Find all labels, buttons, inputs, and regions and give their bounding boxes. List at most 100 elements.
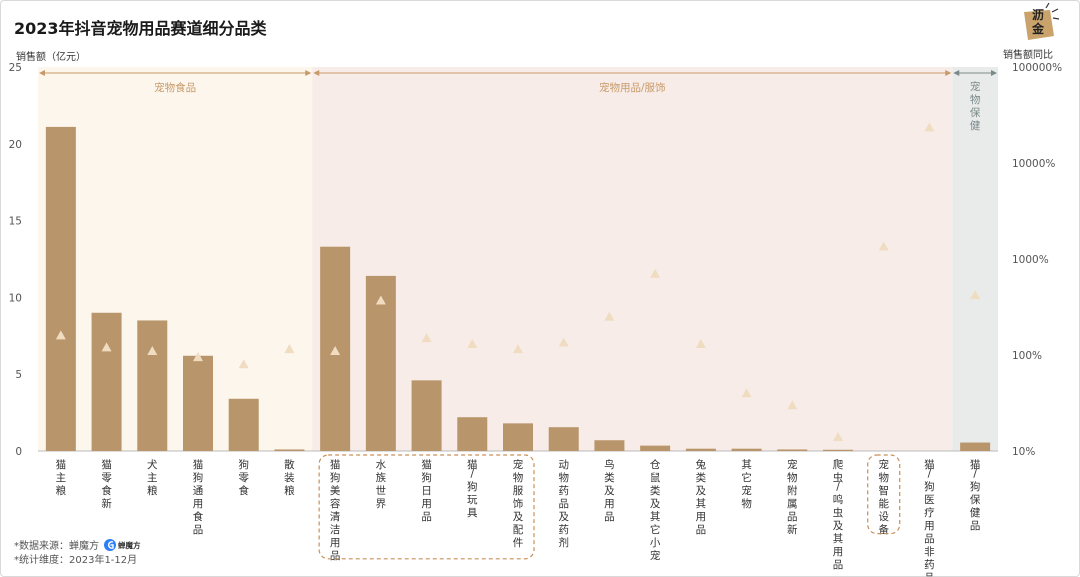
category-label: 其它宠物	[741, 459, 752, 510]
yoy-marker	[833, 431, 843, 441]
source-note: *数据来源：蝉魔方	[14, 539, 99, 552]
y-tick-label: 15	[9, 216, 22, 228]
highlight-box	[318, 454, 535, 560]
section-arrow-right-icon	[945, 70, 952, 76]
bar	[137, 320, 168, 451]
chanmofang-logo-glyph	[108, 541, 114, 549]
category-labels: 猫主粮 猫零食新 犬主粮 猫狗通用食品 狗零食 散装粮 猫狗美容清洁用品 水族世界 猫狗日用品 猫…	[56, 458, 981, 577]
logo-text-line2: 金	[1031, 21, 1045, 36]
y-tick-label: 25	[9, 62, 22, 74]
section-arrow-right-icon	[991, 70, 997, 76]
bar	[274, 449, 305, 451]
yoy-marker	[878, 241, 889, 251]
source-name: 蝉魔方	[69, 539, 99, 552]
category-label: 爬虫/鸣虫及其用品	[833, 459, 844, 571]
category-label: 兔类及其用品	[696, 458, 707, 536]
yoy-marker	[787, 400, 798, 410]
period-note: *统计维度：2023年1-12月	[14, 553, 137, 566]
bar	[45, 126, 76, 452]
y2-tick-label: 10000%	[1012, 158, 1055, 170]
bar	[960, 442, 991, 451]
yoy-marker	[467, 339, 478, 349]
bar	[685, 448, 716, 451]
yoy-marker	[558, 337, 569, 347]
chanmofang-logo-icon	[104, 539, 116, 551]
yoy-marker	[421, 333, 432, 343]
bar	[411, 380, 442, 451]
bar	[548, 427, 579, 451]
section-background	[38, 67, 313, 451]
logo-text-line1: 沥	[1032, 8, 1044, 22]
yoy-marker	[193, 352, 203, 362]
yoy-marker	[147, 346, 158, 356]
category-label: 鸟类及用品	[604, 458, 615, 523]
y-axis-title: 销售额（亿元）	[16, 50, 86, 63]
category-label: 散装粮	[284, 458, 295, 497]
category-label: 宠物智能设备	[878, 458, 889, 536]
section-label: 宠物食品	[154, 81, 196, 94]
category-label: 仓鼠类及其它小宠	[650, 458, 661, 562]
category-label: 狗零食	[238, 458, 249, 497]
bar	[594, 440, 625, 451]
logo-spark-icon	[1051, 8, 1059, 13]
category-label: 猫狗通用食品	[193, 458, 204, 536]
y2-tick-label: 100000%	[1012, 62, 1062, 74]
yoy-marker	[924, 122, 935, 132]
logo-spark-icon	[1052, 17, 1060, 20]
yoy-marker	[375, 295, 386, 305]
yoy-marker	[695, 339, 706, 349]
highlight-box	[867, 454, 901, 535]
section-label: 宠物用品/服饰	[599, 81, 666, 94]
brand-logo: 沥 金	[1024, 2, 1060, 40]
yoy-marker	[513, 344, 523, 354]
section-background	[312, 67, 953, 451]
section-arrow-left-icon	[39, 70, 45, 76]
y-tick-label: 0	[15, 446, 22, 458]
y2-tick-label: 100%	[1012, 350, 1042, 362]
category-label: 宠物附属品新	[787, 458, 798, 536]
bar	[365, 275, 396, 451]
bar	[731, 448, 762, 451]
yoy-marker	[238, 359, 249, 369]
bar-series	[45, 126, 991, 452]
bar	[91, 312, 122, 451]
yoy-marker	[101, 342, 112, 352]
section-arrow-left-icon	[953, 70, 960, 76]
yoy-marker	[55, 330, 66, 340]
category-label: 水族世界	[376, 459, 387, 510]
yoy-marker-series	[55, 122, 981, 441]
yoy-marker	[604, 311, 615, 321]
section-label: 宠物保健	[970, 80, 981, 132]
bar	[183, 355, 213, 451]
category-label: 动物药品及药剂	[558, 459, 569, 549]
category-label: 犬主粮	[147, 458, 158, 497]
section-backgrounds: 宠物食品 宠物用品/服饰 宠物保健	[38, 67, 998, 451]
y-tick-label: 10	[9, 292, 22, 304]
bar	[823, 449, 853, 451]
category-label: 猫主粮	[56, 458, 67, 497]
y-axis-right: 10% 100% 1000% 10000% 100000%	[1012, 62, 1062, 458]
category-label: 猫狗日用品	[421, 458, 432, 523]
section-arrow-right-icon	[305, 70, 312, 76]
category-label: 猫狗美容清洁用品	[330, 458, 341, 562]
category-label: 猫/狗玩具	[467, 458, 478, 519]
chanmofang-brand-text: 蝉魔方	[118, 540, 141, 550]
bar	[777, 449, 808, 451]
category-label: 猫/狗保健品	[970, 458, 981, 532]
logo-badge-shape	[1024, 10, 1054, 40]
yoy-marker	[650, 268, 661, 278]
chanmofang-brand: 蝉魔方	[104, 539, 141, 551]
logo-spark-icon	[1045, 2, 1050, 9]
source-prefix: *数据来源：	[14, 539, 69, 552]
category-label: 宠物服饰及配件	[513, 458, 524, 549]
yoy-marker	[741, 388, 752, 398]
chart-title: 2023年抖音宠物用品赛道细分品类	[14, 19, 268, 38]
y-tick-label: 5	[15, 369, 22, 381]
bar	[640, 445, 671, 451]
highlight-boxes	[318, 454, 901, 560]
y2-axis-title: 销售额同比	[1003, 48, 1053, 61]
category-label: 猫/狗医疗用品非药品	[924, 458, 935, 577]
bar	[457, 417, 488, 451]
yoy-marker	[284, 344, 295, 354]
category-label: 猫零食新	[101, 458, 112, 510]
